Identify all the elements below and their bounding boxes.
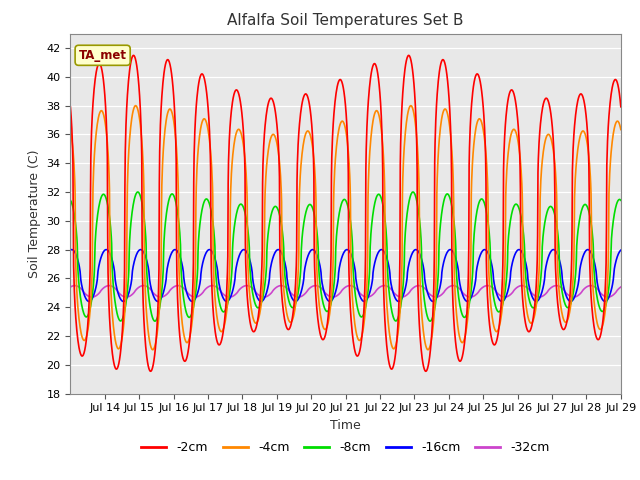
-2cm — [557, 320, 564, 326]
-32cm — [476, 288, 483, 293]
-8cm — [134, 189, 141, 195]
-2cm — [332, 96, 339, 101]
-8cm — [321, 306, 329, 312]
X-axis label: Time: Time — [330, 419, 361, 432]
-16cm — [332, 289, 339, 295]
-4cm — [332, 156, 339, 162]
-32cm — [153, 293, 161, 299]
-4cm — [424, 347, 432, 353]
Line: -32cm: -32cm — [70, 286, 621, 297]
-32cm — [321, 290, 329, 296]
-32cm — [556, 284, 564, 289]
Y-axis label: Soil Temperature (C): Soil Temperature (C) — [28, 149, 41, 278]
Line: -4cm: -4cm — [70, 106, 621, 350]
-32cm — [67, 284, 74, 290]
-4cm — [476, 116, 484, 122]
Line: -16cm: -16cm — [70, 250, 621, 301]
-16cm — [68, 247, 76, 252]
-16cm — [611, 266, 618, 272]
-16cm — [153, 298, 161, 304]
-32cm — [332, 294, 339, 300]
-4cm — [67, 127, 74, 132]
-16cm — [321, 292, 329, 298]
Line: -8cm: -8cm — [70, 192, 621, 321]
-2cm — [422, 368, 429, 374]
-16cm — [601, 299, 609, 304]
-32cm — [604, 294, 612, 300]
Text: TA_met: TA_met — [79, 49, 127, 62]
-4cm — [611, 125, 618, 131]
-2cm — [153, 327, 161, 333]
Legend: -2cm, -4cm, -8cm, -16cm, -32cm: -2cm, -4cm, -8cm, -16cm, -32cm — [136, 436, 555, 459]
-4cm — [153, 333, 161, 339]
-8cm — [557, 277, 564, 283]
-16cm — [617, 247, 625, 253]
-2cm — [130, 52, 138, 58]
-16cm — [476, 254, 483, 260]
-4cm — [617, 127, 625, 132]
-8cm — [426, 318, 434, 324]
-8cm — [332, 263, 339, 268]
Line: -2cm: -2cm — [70, 55, 621, 371]
Title: Alfalfa Soil Temperatures Set B: Alfalfa Soil Temperatures Set B — [227, 13, 464, 28]
-2cm — [67, 104, 74, 109]
-32cm — [71, 283, 79, 288]
-2cm — [321, 334, 329, 339]
-32cm — [611, 291, 618, 297]
-8cm — [611, 211, 618, 217]
-2cm — [476, 77, 484, 83]
-8cm — [67, 197, 74, 203]
-8cm — [617, 197, 625, 203]
-8cm — [476, 198, 484, 204]
-2cm — [617, 104, 625, 109]
-4cm — [321, 326, 329, 332]
-2cm — [611, 77, 618, 83]
-16cm — [556, 260, 564, 266]
-32cm — [617, 284, 625, 290]
-4cm — [132, 103, 140, 108]
-16cm — [67, 247, 74, 253]
-8cm — [153, 316, 161, 322]
-4cm — [557, 302, 564, 308]
